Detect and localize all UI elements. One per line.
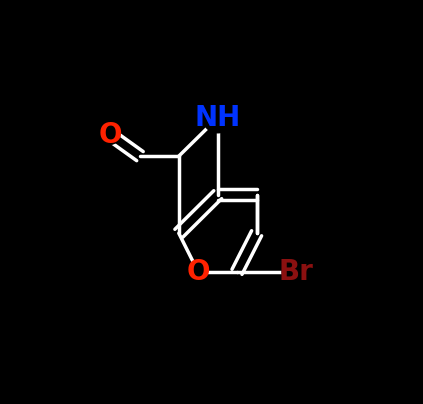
Circle shape xyxy=(189,263,207,281)
Circle shape xyxy=(203,103,233,133)
Text: Br: Br xyxy=(279,258,313,286)
Text: O: O xyxy=(99,121,122,149)
Circle shape xyxy=(101,126,120,144)
Text: O: O xyxy=(187,258,210,286)
Circle shape xyxy=(282,258,310,286)
Text: NH: NH xyxy=(195,104,241,132)
